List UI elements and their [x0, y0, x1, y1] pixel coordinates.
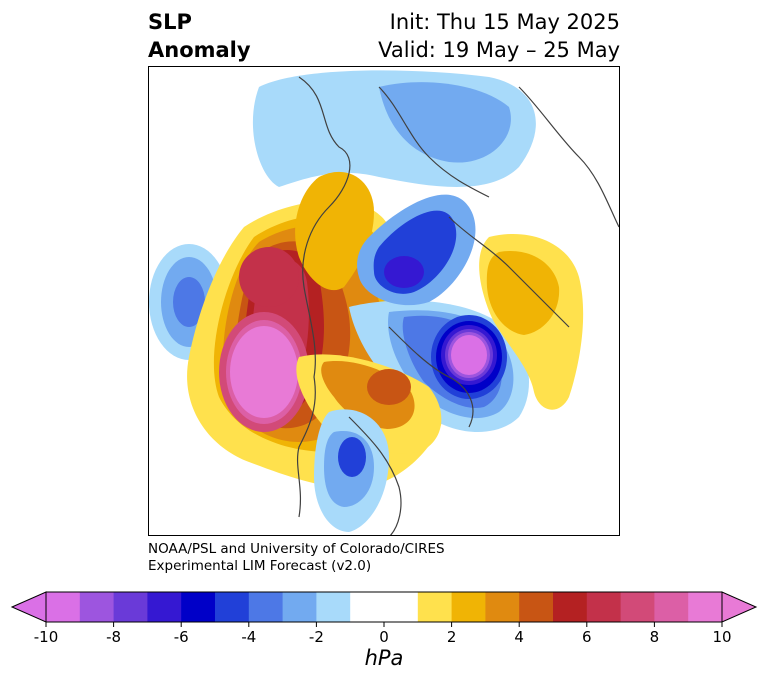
- colorbar-swatch: [417, 592, 453, 622]
- init-date: Init: Thu 15 May 2025: [389, 10, 620, 34]
- colorbar-swatch: [113, 592, 148, 622]
- colorbar-swatch: [586, 592, 622, 622]
- arctic-negative-core: [379, 82, 511, 163]
- colorbar-tick-label: -8: [106, 628, 122, 646]
- colorbar-swatch: [282, 592, 317, 622]
- colorbar-tick-label: -4: [241, 628, 257, 646]
- colorbar-tick-label: -6: [173, 628, 189, 646]
- coastlines: [296, 76, 619, 535]
- colorbar-swatch: [553, 592, 588, 622]
- atlantic-low-core: [451, 335, 487, 375]
- colorbar-swatch: [519, 592, 554, 622]
- colorbar-tick-label: -10: [33, 628, 59, 646]
- colorbar-left-extend: [10, 591, 47, 623]
- slp-anomaly-map: [148, 66, 620, 536]
- colorbar-right-extend: [721, 591, 758, 623]
- east-high-inner: [486, 251, 560, 335]
- us-low-core: [338, 437, 366, 477]
- colorbar-tick-label: 4: [514, 628, 524, 646]
- colorbar-tick-label: 0: [379, 628, 389, 646]
- colorbar-swatch: [654, 592, 689, 622]
- forecast-dates: Init: Thu 15 May 2025 Valid: 19 May – 25…: [378, 8, 620, 64]
- valid-range: Valid: 19 May – 25 May: [378, 38, 620, 62]
- arctic-low-core: [384, 256, 424, 288]
- colorbar-swatch: [485, 592, 520, 622]
- title-line-2: Anomaly: [148, 38, 251, 62]
- colorbar-swatch: [688, 592, 723, 622]
- colorbar-graphic: [10, 591, 758, 627]
- colorbar-swatch: [384, 592, 419, 622]
- title-line-1: SLP: [148, 10, 192, 34]
- us-high-core: [367, 369, 411, 405]
- colorbar-swatch: [181, 592, 216, 622]
- colorbar-swatch: [215, 592, 250, 622]
- colorbar-tick-label: 6: [582, 628, 592, 646]
- colorbar-swatch: [46, 592, 81, 622]
- colorbar-unit: hPa: [364, 646, 404, 670]
- colorbar-swatch: [451, 592, 486, 622]
- pacific-low-core: [173, 277, 205, 327]
- map-title: SLP Anomaly: [148, 8, 251, 64]
- colorbar: [0, 586, 768, 636]
- colorbar-swatch: [147, 592, 182, 622]
- colorbar-tick-label: -2: [308, 628, 324, 646]
- colorbar-swatch: [248, 592, 284, 622]
- colorbar-swatch: [316, 592, 351, 622]
- west-high-core: [230, 326, 298, 418]
- colorbar-swatch: [79, 592, 115, 622]
- west-high-north-lobe: [239, 247, 299, 307]
- colorbar-swatch: [350, 592, 385, 622]
- credit-line-2: Experimental LIM Forecast (v2.0): [148, 558, 372, 574]
- colorbar-tick-label: 2: [446, 628, 457, 646]
- north-high-orange: [295, 171, 374, 291]
- colorbar-swatch: [620, 592, 655, 622]
- map-canvas: [149, 70, 619, 535]
- colorbar-tick-label: 10: [712, 628, 732, 646]
- credit-line-1: NOAA/PSL and University of Colorado/CIRE…: [148, 541, 445, 557]
- colorbar-tick-label: 8: [649, 628, 660, 646]
- credit: NOAA/PSL and University of Colorado/CIRE…: [148, 541, 445, 575]
